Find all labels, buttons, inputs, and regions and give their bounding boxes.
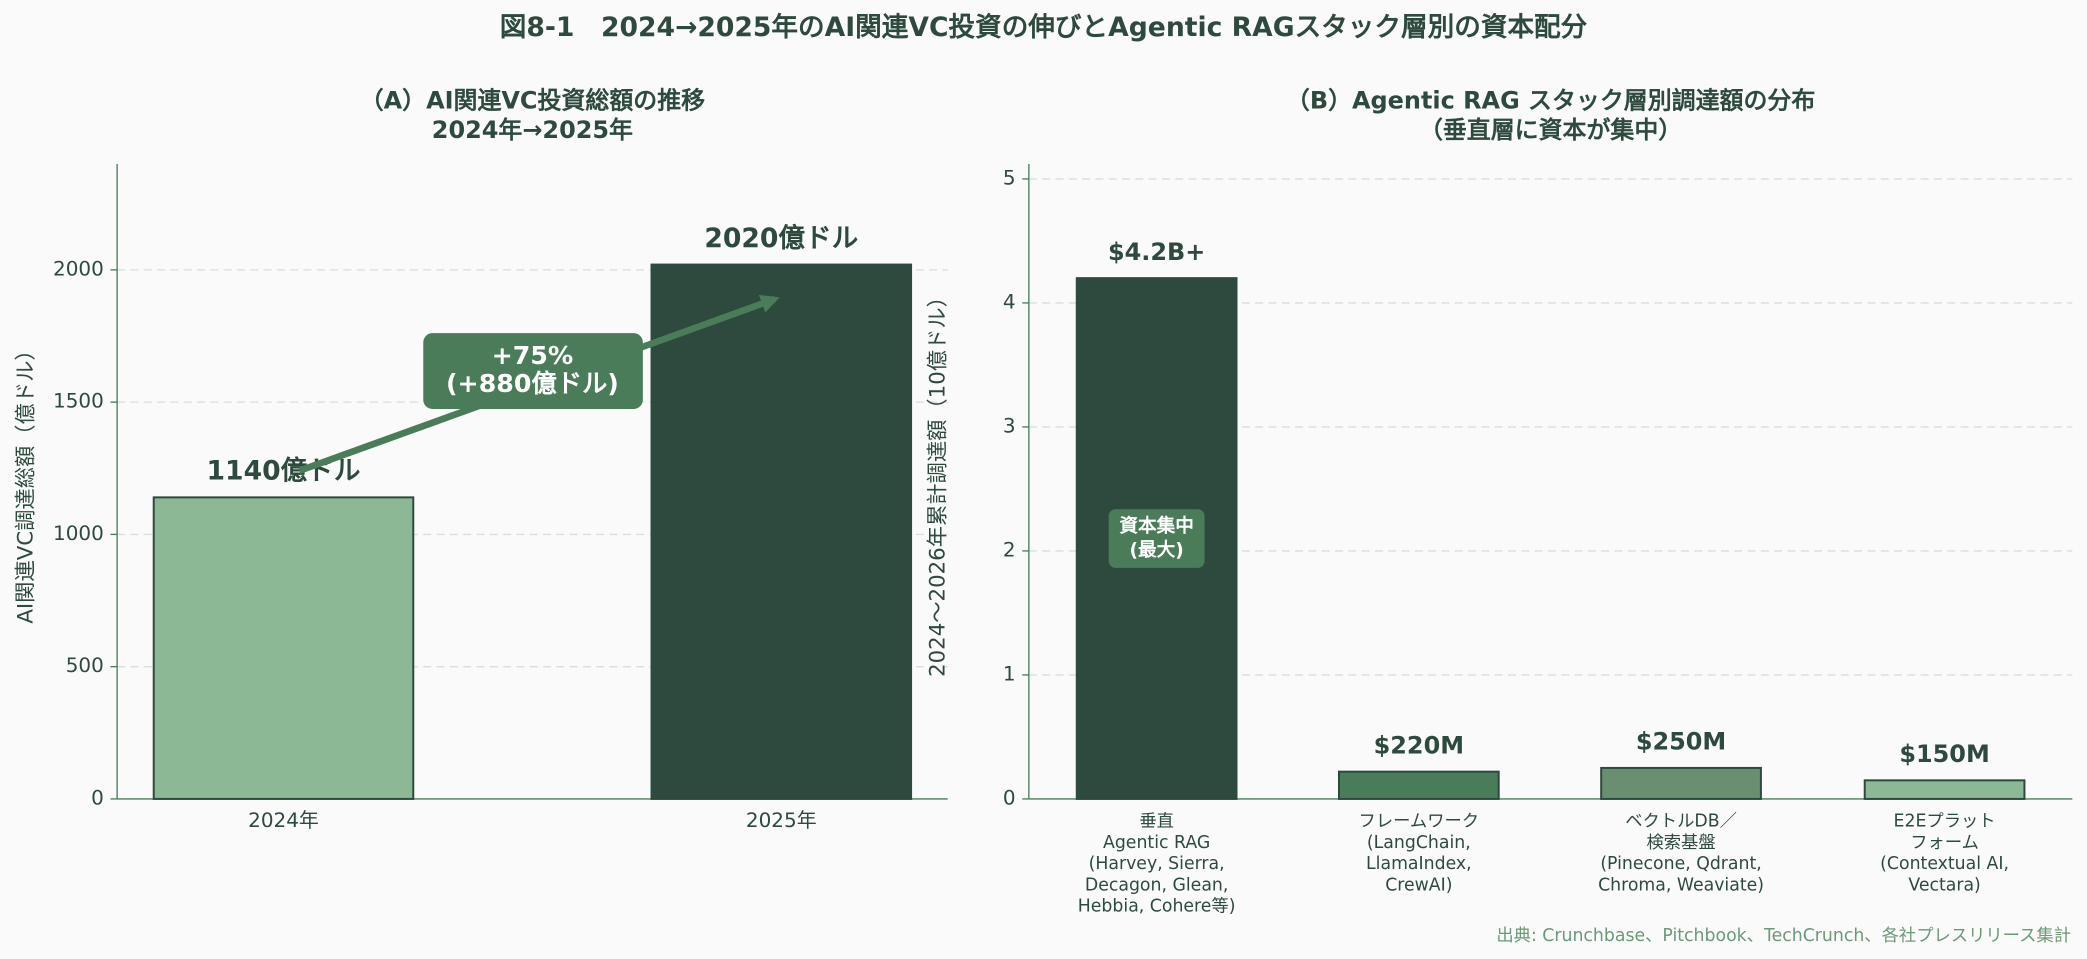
x-tick-label: フレームワーク	[1359, 812, 1480, 832]
y-tick-label: 2000	[53, 256, 104, 280]
x-tick-label: LlamaIndex,	[1366, 854, 1472, 874]
y-tick-label: 4	[1003, 289, 1016, 313]
x-tick-label: Vectara)	[1908, 875, 1980, 895]
x-tick-label: E2Eプラット	[1894, 812, 1996, 832]
x-tick-label: フォーム	[1910, 833, 1979, 853]
bar	[650, 263, 913, 800]
chart-title: （B）Agentic RAG スタック層別調達額の分布	[1286, 86, 1815, 114]
y-tick-label: 2	[1003, 537, 1016, 561]
chart-title: （垂直層に資本が集中）	[1419, 116, 1682, 144]
value-label: 2020億ドル	[704, 223, 858, 254]
x-tick-label: Chroma, Weaviate)	[1598, 875, 1764, 895]
x-tick-label: (Contextual AI,	[1880, 854, 2009, 874]
y-tick-label: 0	[1003, 785, 1016, 809]
value-label: $4.2B+	[1108, 238, 1205, 266]
arrow-head	[758, 294, 780, 313]
x-tick-label: Decagon, Glean,	[1085, 875, 1229, 895]
x-tick-label: Agentic RAG	[1103, 833, 1210, 853]
page-title: 図8-1 2024→2025年のAI関連VC投資の伸びとAgentic RAGス…	[500, 12, 1588, 43]
y-axis-label: 2024〜2026年累計調達額（10億ドル）	[925, 286, 950, 677]
y-tick-label: 0	[91, 785, 104, 809]
y-tick-label: 5	[1003, 165, 1016, 189]
y-tick-label: 3	[1003, 413, 1016, 437]
x-tick-label: (Harvey, Sierra,	[1089, 854, 1225, 874]
y-tick-label: 1500	[53, 389, 104, 413]
bar	[152, 496, 415, 800]
bar	[1600, 766, 1762, 800]
x-tick-label: (Pinecone, Qdrant,	[1600, 854, 1761, 874]
x-tick-label: 2025年	[746, 808, 817, 832]
bar	[1337, 770, 1500, 800]
annotation: (最大)	[1129, 539, 1183, 561]
chart-title: （A）AI関連VC投資総額の推移	[360, 86, 705, 114]
x-tick-label: (LangChain,	[1367, 833, 1471, 853]
x-tick-label: 2024年	[248, 808, 319, 832]
x-tick-label: ベクトルDB／	[1625, 812, 1737, 832]
annotation-box	[423, 333, 643, 409]
x-tick-label: 垂直	[1139, 812, 1174, 832]
value-label: $150M	[1899, 740, 1989, 768]
chart-title: 2024年→2025年	[432, 116, 633, 144]
x-tick-label: CrewAI)	[1385, 875, 1452, 895]
annotation: (+880億ドル)	[446, 369, 619, 398]
y-tick-label: 500	[66, 653, 104, 677]
y-tick-label: 1	[1003, 661, 1016, 685]
x-tick-label: Hebbia, Cohere等)	[1078, 897, 1236, 917]
value-label: $250M	[1636, 728, 1726, 756]
x-tick-label: 検索基盤	[1646, 833, 1715, 853]
annotation: 資本集中	[1119, 515, 1194, 537]
source-note: 出典: Crunchbase、Pitchbook、TechCrunch、各社プレ…	[1496, 926, 2071, 946]
annotation: +75%	[492, 341, 574, 370]
y-tick-label: 1000	[53, 521, 104, 545]
y-axis-label: AI関連VC調達総額（億ドル）	[14, 339, 39, 623]
annotation-box	[1108, 509, 1205, 568]
bar	[1863, 779, 2026, 800]
value-label: $220M	[1374, 731, 1464, 759]
